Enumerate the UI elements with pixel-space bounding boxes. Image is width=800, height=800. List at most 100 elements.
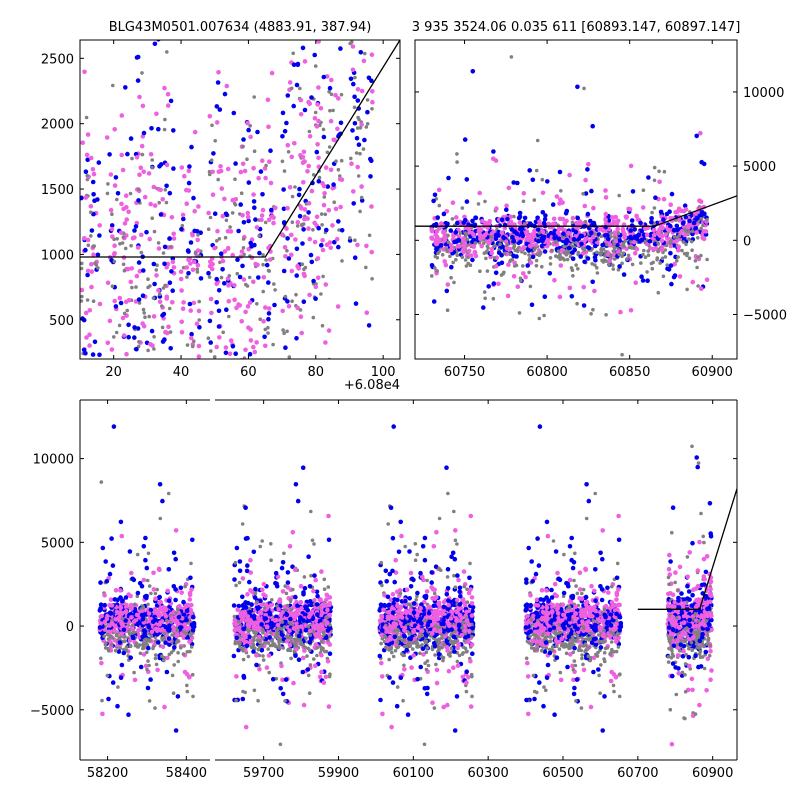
data-point	[433, 232, 438, 237]
data-point	[511, 253, 516, 259]
data-point	[169, 417, 174, 422]
data-point	[98, 580, 103, 585]
data-point	[593, 263, 597, 267]
data-point	[440, 253, 445, 257]
data-point	[370, 89, 375, 94]
data-point	[699, 209, 704, 214]
data-point	[257, 639, 262, 644]
data-point	[261, 319, 266, 324]
data-point	[245, 304, 251, 309]
data-point	[506, 185, 512, 191]
data-point	[566, 230, 571, 236]
data-point	[521, 244, 527, 250]
data-point	[245, 214, 251, 220]
data-point	[186, 188, 192, 193]
data-point	[154, 268, 159, 272]
data-point	[600, 228, 606, 233]
data-point	[234, 635, 239, 641]
data-point	[241, 220, 247, 225]
data-point	[321, 680, 327, 685]
data-point	[122, 221, 128, 226]
data-point	[249, 602, 254, 607]
data-point	[690, 248, 694, 252]
data-point	[240, 161, 246, 167]
data-point	[554, 194, 560, 199]
data-point	[482, 241, 486, 245]
data-point	[493, 270, 499, 276]
data-point	[603, 217, 608, 223]
data-point	[327, 145, 332, 149]
data-point	[557, 169, 563, 175]
data-point	[158, 516, 163, 521]
data-point	[505, 216, 510, 222]
data-point	[527, 243, 533, 249]
data-point	[115, 703, 120, 709]
data-point	[305, 654, 309, 658]
data-point	[567, 285, 573, 291]
data-point	[188, 649, 192, 654]
data-point	[220, 520, 224, 524]
data-point	[639, 237, 644, 243]
data-point	[163, 329, 168, 335]
data-point	[165, 655, 170, 661]
data-point	[232, 614, 237, 619]
data-point	[91, 299, 96, 304]
data-point	[248, 557, 253, 563]
data-point	[264, 258, 268, 262]
data-point	[163, 188, 168, 192]
data-point	[684, 242, 688, 247]
data-point	[652, 165, 657, 170]
data-point	[499, 217, 505, 223]
data-point	[244, 617, 250, 623]
data-point	[240, 594, 245, 600]
data-point	[150, 216, 154, 220]
data-point	[289, 86, 294, 91]
data-point	[141, 646, 145, 651]
data-point	[266, 331, 270, 335]
data-point	[505, 293, 511, 299]
data-point	[252, 630, 256, 635]
data-point	[187, 301, 193, 307]
data-point	[284, 226, 289, 231]
data-point	[493, 264, 499, 269]
data-point	[322, 195, 327, 199]
data-point	[255, 606, 261, 611]
data-point	[113, 648, 118, 653]
data-point	[233, 197, 239, 202]
data-point	[195, 237, 200, 243]
data-point	[112, 259, 117, 264]
data-point	[461, 236, 466, 241]
data-point	[162, 244, 168, 250]
data-point	[325, 615, 329, 620]
data-point	[295, 607, 301, 613]
data-point	[601, 260, 606, 264]
data-point	[448, 247, 454, 253]
data-point	[517, 210, 523, 216]
data-point	[682, 232, 688, 238]
data-point	[701, 161, 707, 167]
data-point	[626, 206, 631, 212]
data-point	[694, 230, 699, 235]
data-point	[164, 669, 170, 675]
data-point	[173, 556, 178, 562]
data-point	[270, 676, 276, 682]
data-point	[658, 261, 662, 265]
data-point	[284, 120, 289, 126]
data-point	[190, 344, 195, 349]
data-point	[275, 574, 281, 579]
data-point	[85, 237, 91, 243]
data-point	[445, 282, 451, 287]
data-point	[97, 223, 102, 228]
data-point	[449, 242, 454, 248]
data-point	[293, 653, 298, 658]
data-point	[263, 616, 269, 621]
data-point	[285, 603, 290, 608]
data-point	[228, 225, 232, 229]
data-point	[112, 251, 117, 256]
data-point	[698, 213, 704, 218]
data-point	[146, 348, 150, 353]
data-point	[151, 184, 157, 190]
data-point	[179, 288, 184, 293]
data-point	[355, 164, 361, 170]
data-point	[84, 335, 89, 340]
